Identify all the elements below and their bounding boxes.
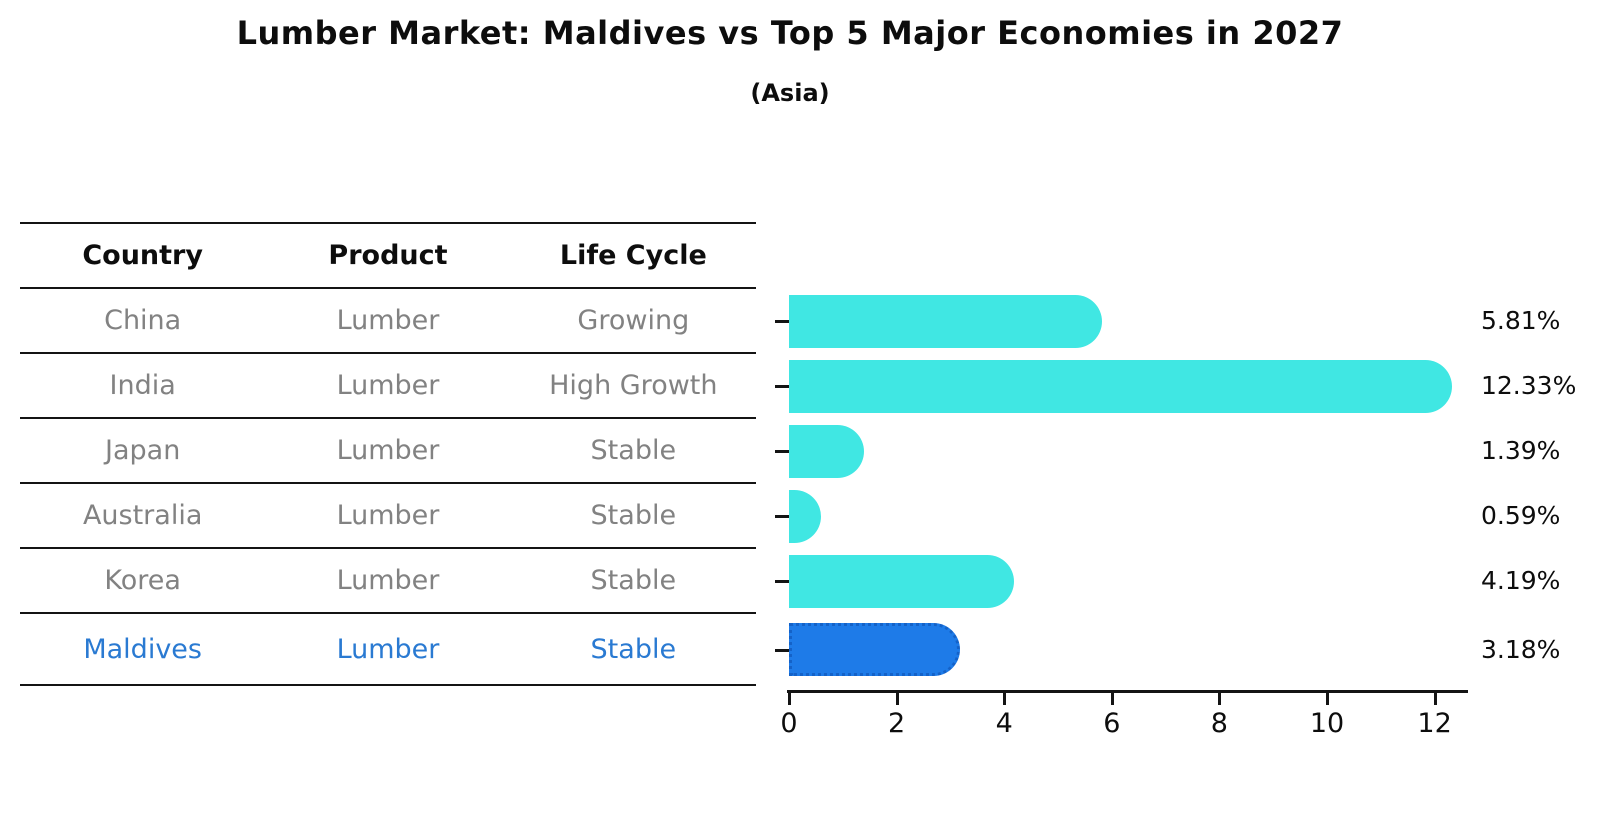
table-cell-country: Maldives (83, 633, 202, 665)
x-tick (1110, 693, 1114, 705)
table-cell-lifecycle: Stable (590, 500, 677, 531)
value-label: 12.33% (1481, 371, 1577, 400)
bar-korea (789, 555, 1015, 608)
table-body: China Lumber Growing India Lumber High Growth… (20, 289, 756, 686)
table-header-row: Country Product Life Cycle (20, 222, 756, 289)
y-tick (775, 320, 789, 323)
bar-row (789, 295, 1479, 348)
x-tick-label: 2 (888, 708, 906, 739)
value-label: 5.81% (1481, 306, 1561, 335)
x-tick-label: 8 (1210, 708, 1228, 739)
table-row: China Lumber Growing (20, 289, 756, 354)
table-row: Australia Lumber Stable (20, 484, 756, 549)
bar-row (789, 490, 1479, 543)
page-subtitle: (Asia) (750, 79, 830, 107)
y-tick (775, 385, 789, 388)
bar-row (789, 555, 1479, 608)
table-header-product: Product (328, 240, 448, 271)
x-tick (895, 693, 899, 705)
table-cell-country: Korea (104, 565, 181, 596)
y-tick (775, 580, 789, 583)
x-tick (1433, 693, 1437, 705)
x-tick-label: 12 (1417, 708, 1452, 739)
table-row: Korea Lumber Stable (20, 549, 756, 614)
value-label: 4.19% (1481, 566, 1561, 595)
table-cell-product: Lumber (336, 435, 440, 466)
table-cell-product: Lumber (336, 633, 440, 665)
y-tick (775, 515, 789, 518)
table-cell-product: Lumber (336, 370, 440, 401)
table-cell-lifecycle: Stable (590, 633, 677, 665)
table-cell-country: India (109, 370, 176, 401)
bar-row (789, 360, 1479, 413)
bar-india (789, 360, 1453, 413)
bar-row (789, 425, 1479, 478)
x-tick (1003, 693, 1007, 705)
table-cell-product: Lumber (336, 500, 440, 531)
y-tick (775, 450, 789, 453)
value-label: 0.59% (1481, 501, 1561, 530)
table-header-lifecycle: Life Cycle (559, 240, 707, 271)
x-tick (1326, 693, 1329, 705)
table-cell-product: Lumber (336, 305, 440, 336)
x-tick (788, 693, 791, 705)
bar-china (789, 295, 1102, 348)
y-tick (775, 649, 789, 652)
table-cell-product: Lumber (336, 565, 440, 596)
value-label: 1.39% (1481, 436, 1561, 465)
table-cell-lifecycle: Growing (577, 305, 690, 336)
table-cell-lifecycle: High Growth (549, 370, 718, 401)
table-row: Maldives Lumber Stable (20, 614, 756, 686)
bar-maldives (789, 623, 961, 676)
table-cell-lifecycle: Stable (590, 565, 677, 596)
table-cell-lifecycle: Stable (590, 435, 677, 466)
market-table: Country Product Life Cycle China Lumber Gr… (20, 222, 756, 686)
value-label: 3.18% (1481, 635, 1561, 664)
table-cell-country: Australia (82, 500, 203, 531)
x-tick-label: 4 (995, 708, 1013, 739)
table-cell-country: China (104, 305, 182, 336)
x-tick (1218, 693, 1222, 705)
bar-japan (789, 425, 864, 478)
bar-plot-area: 0 2 4 6 8 10 12 (775, 289, 1479, 739)
table-header-country: Country (82, 240, 203, 271)
table-row: Japan Lumber Stable (20, 419, 756, 484)
bar-row (789, 623, 1479, 676)
x-tick-label: 10 (1309, 708, 1345, 739)
bar-australia (789, 490, 821, 543)
table-row: India Lumber High Growth (20, 354, 756, 419)
x-axis-line (787, 690, 1468, 693)
page-title: Lumber Market: Maldives vs Top 5 Major E… (236, 14, 1344, 52)
x-tick-label: 6 (1103, 708, 1121, 739)
x-tick-label: 0 (780, 708, 798, 739)
table-cell-country: Japan (105, 435, 181, 466)
